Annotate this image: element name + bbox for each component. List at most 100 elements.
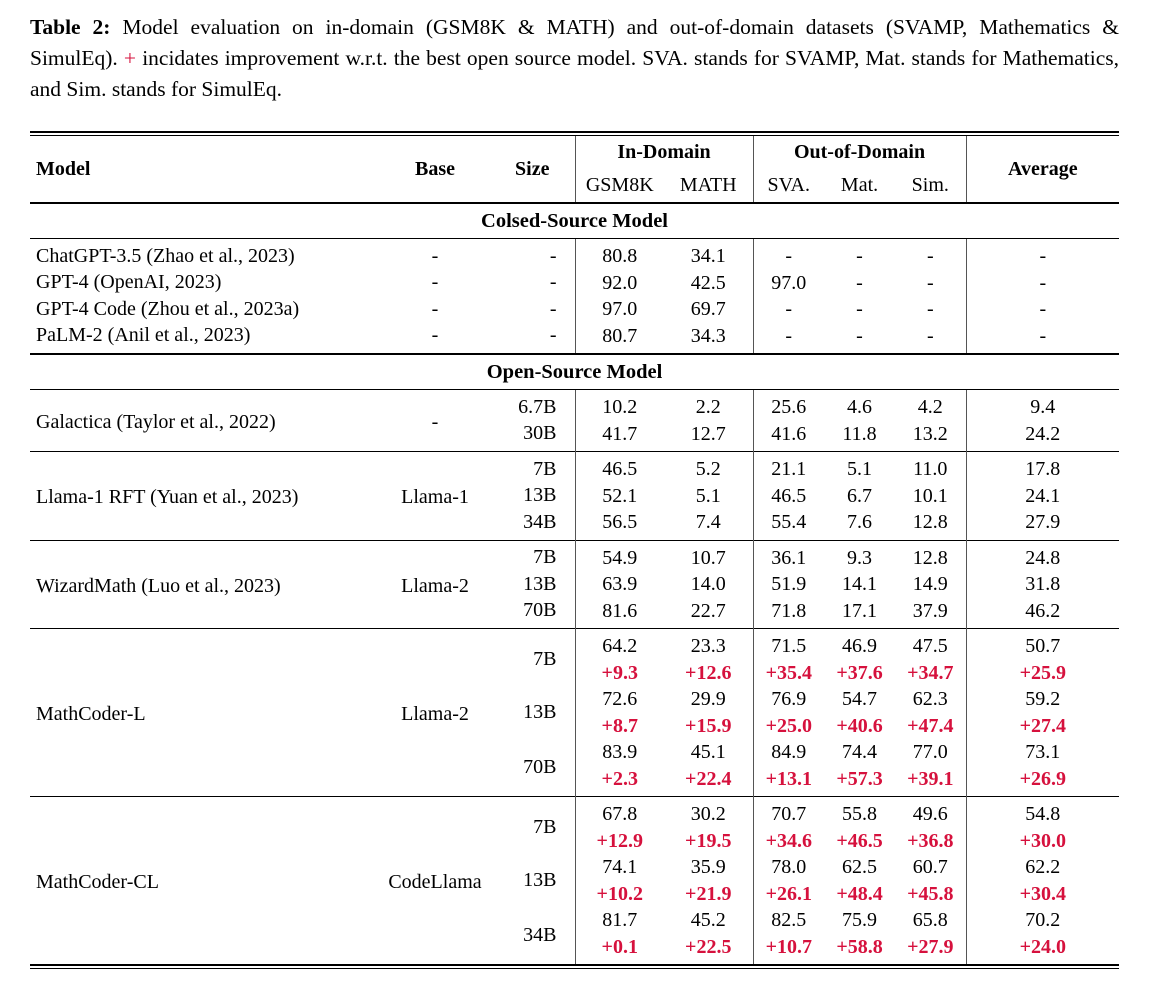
delta-value: +12.9 — [574, 827, 664, 855]
model-size: - — [549, 271, 557, 294]
table-row: Galactica (Taylor et al., 2022) -6.7B 10.2… — [30, 389, 1120, 452]
header-size: Size — [515, 157, 550, 180]
metric-value: - — [895, 238, 967, 270]
metric-value: 76.9 — [752, 686, 825, 713]
model-size: - — [490, 238, 575, 270]
metric-value: - — [926, 298, 934, 321]
table-row: GPT-4 Code (Zhou et al., 2023a) - -97.0 69.… — [30, 296, 1120, 323]
metric-value: 84.9 — [752, 739, 825, 766]
metric-value: 41.6 — [752, 420, 825, 452]
model-name: Llama-1 RFT (Yuan et al., 2023) — [30, 451, 380, 541]
caption-text-1: Model evaluation on in-domain (GSM8K & M… — [30, 15, 1119, 70]
table-top-rule — [30, 131, 1119, 137]
metric-value: 11.0 — [895, 451, 967, 483]
metric-value: 97.0 — [752, 269, 825, 297]
model-name: Galactica (Taylor et al., 2022) — [30, 389, 380, 452]
metric-value: - — [752, 296, 825, 323]
delta-value: +34.6 — [752, 827, 825, 855]
model-size: 7B — [490, 539, 575, 572]
model-size: 70B — [523, 599, 557, 622]
metric-value: - — [965, 296, 1120, 323]
table-row-delta: +9.3 +12.6 +35.4 +37.6 +34.7 +25.9 — [30, 659, 1120, 687]
model-name: PaLM-2 (Anil et al., 2023) — [36, 324, 251, 347]
delta-value: +25.0 — [752, 712, 825, 740]
metric-value: 54.9 — [574, 539, 664, 572]
metric-value: 81.7 — [574, 907, 664, 934]
metric-value: 80.7 — [574, 322, 664, 355]
paper-page: Table 2: Model evaluation on in-domain (… — [30, 15, 1120, 970]
table-row: 30B 41.7 12.7 41.6 11.8 13.2 24.2 — [30, 420, 1120, 452]
delta-value: +22.4 — [685, 767, 732, 790]
metric-value: 10.2 — [574, 389, 664, 421]
header-in-domain: In-Domain — [574, 136, 754, 170]
delta-value: +13.1 — [752, 765, 825, 797]
base-model: - — [431, 324, 439, 347]
delta-value: +19.5 — [685, 829, 732, 852]
metric-value: 51.9 — [752, 571, 825, 598]
metric-value: 54.8 — [965, 796, 1120, 828]
delta-value: +21.9 — [685, 882, 732, 905]
table-row: 13B 74.1 35.9 78.0 62.5 60.7 62.2 — [30, 854, 1120, 891]
header-gsm8k: GSM8K — [574, 169, 664, 204]
metric-value: 30.2 — [664, 796, 754, 828]
metric-value: 25.6 — [752, 389, 825, 421]
metric-value: 36.1 — [752, 539, 825, 572]
delta-value: +8.7 — [574, 712, 664, 740]
delta-value: +10.7 — [752, 933, 825, 965]
metric-value: - — [965, 269, 1120, 297]
metric-value: 12.8 — [895, 539, 967, 572]
metric-value: 67.8 — [574, 796, 664, 828]
table-row: PaLM-2 (Anil et al., 2023) - -80.7 34.3- - - - — [30, 322, 1120, 355]
metric-value: 31.8 — [965, 571, 1120, 598]
model-size: 7B — [490, 628, 575, 687]
delta-value: +12.6 — [685, 661, 732, 684]
metric-value: 4.2 — [895, 389, 967, 421]
delta-value: +36.8 — [907, 829, 954, 852]
metric-value: 59.2 — [965, 686, 1120, 713]
metric-value: 71.8 — [752, 597, 825, 629]
table-row-delta: +8.7 +15.9 +25.0 +40.6 +47.4 +27.4 — [30, 712, 1120, 740]
metric-value: 52.1 — [574, 482, 664, 510]
metric-value: - — [926, 271, 934, 294]
metric-value: 63.9 — [574, 571, 664, 598]
base-model: Llama-2 — [380, 539, 490, 629]
metric-value: 11.8 — [842, 422, 877, 445]
metric-value: 83.9 — [574, 739, 664, 766]
section-title: Open-Source Model — [30, 353, 1120, 390]
metric-value: 2.2 — [664, 389, 754, 421]
table-row: Llama-1 RFT (Yuan et al., 2023) Llama-1 7B… — [30, 451, 1120, 541]
metric-value: 5.2 — [664, 451, 754, 483]
metric-value: 55.4 — [752, 509, 825, 541]
base-model: Llama-2 — [380, 628, 490, 797]
delta-value: +35.4 — [752, 659, 825, 687]
metric-value: 60.7 — [912, 856, 948, 879]
model-block: MathCoder-CL CodeLlama 7B 67.8 30.2 70.7 55.8 4… — [30, 796, 1120, 965]
delta-value: +27.9 — [907, 935, 954, 958]
metric-value: 73.1 — [965, 739, 1120, 766]
metric-value: 77.0 — [912, 741, 948, 764]
model-block: MathCoder-L Llama-2 7B 64.2 23.3 71.5 46.9 47.5… — [30, 628, 1120, 797]
metric-value: 62.3 — [912, 688, 948, 711]
metric-value: 46.2 — [965, 597, 1120, 629]
table-row: MathCoder-CL CodeLlama 7B 67.8 30.2 70.7 55.8 4… — [30, 796, 1120, 965]
metric-value: - — [752, 238, 825, 270]
table-row-delta: +0.1 +22.5 +10.7 +58.8 +27.9 +24.0 — [30, 933, 1120, 965]
table-row-delta: +10.2 +21.9 +26.1 +48.4 +45.8 +30.4 — [30, 880, 1120, 908]
delta-value: +27.4 — [965, 712, 1120, 740]
header-out-of-domain: Out-of-Domain — [752, 136, 967, 170]
header-sim: Sim. — [911, 174, 949, 197]
delta-value: +26.1 — [752, 880, 825, 908]
table-row: 70B 81.6 22.7 71.8 17.1 37.9 46.2 — [30, 597, 1120, 629]
metric-value: 6.7 — [847, 484, 873, 507]
metric-value: 69.7 — [690, 298, 726, 321]
metric-value: 12.7 — [690, 422, 726, 445]
model-block: WizardMath (Luo et al., 2023) Llama-2 7B 54… — [30, 539, 1120, 629]
metric-value: 47.5 — [895, 628, 967, 660]
metric-value: 50.7 — [965, 628, 1120, 660]
metric-value: 62.2 — [965, 854, 1120, 881]
metric-value: 56.5 — [574, 509, 664, 541]
metric-value: 72.6 — [574, 686, 664, 713]
delta-value: +37.6 — [836, 661, 883, 684]
metric-value: - — [965, 322, 1120, 355]
metric-value: 78.0 — [752, 854, 825, 881]
